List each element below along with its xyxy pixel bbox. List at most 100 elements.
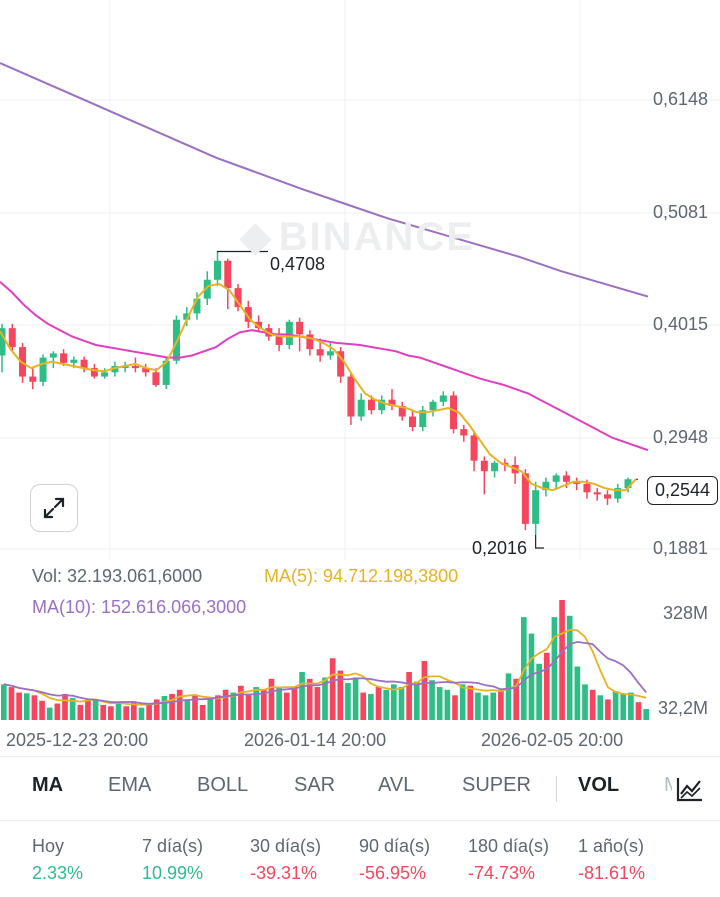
volume-bar [513, 678, 519, 720]
price-tick: 0,2948 [652, 427, 708, 447]
volume-bar [31, 695, 38, 720]
volume-bar [574, 666, 581, 720]
candle-body [70, 359, 78, 363]
candle-body [388, 399, 396, 406]
volume-bar [176, 689, 183, 720]
volume-bar [605, 699, 611, 720]
volume-bar [475, 692, 481, 720]
perf-label: Hoy [32, 836, 65, 856]
low-price-annotation: 0,2016 [472, 538, 528, 558]
candle-body [408, 416, 416, 428]
volume-bar [245, 693, 252, 720]
volume-bar [436, 687, 443, 720]
candle-body [131, 366, 139, 369]
volume-bar [360, 692, 367, 720]
date-tick: 2025-12-23 20:00 [6, 730, 149, 750]
watermark-text: BINANCE [278, 214, 475, 259]
candle-body [306, 334, 314, 350]
volume-bar [490, 692, 497, 720]
volume-bar [23, 693, 30, 720]
candle-body [552, 475, 560, 482]
volume-bar [505, 673, 512, 720]
volume-bar [459, 684, 466, 720]
tab-boll[interactable]: BOLL [197, 774, 249, 796]
candle-body [439, 395, 447, 402]
indicator-settings-icon[interactable] [674, 774, 706, 804]
volume-bar [452, 695, 458, 720]
price-chart[interactable]: ◆ BINANCE 0,6148 0,5081 0,4015 0,2948 0,… [0, 0, 720, 560]
tab-avl[interactable]: AVL [378, 774, 415, 796]
volume-bar [314, 687, 321, 720]
tab-ema[interactable]: EMA [108, 774, 152, 796]
perf-value: 2.33% [32, 863, 84, 883]
volume-bar [582, 684, 588, 720]
perf-today: Hoy 2.33% [32, 836, 83, 884]
candle-body [429, 401, 437, 411]
tab-sar[interactable]: SAR [294, 774, 336, 796]
tab-super[interactable]: SUPER [462, 774, 531, 796]
candle-body [111, 366, 119, 373]
volume-bar [467, 685, 474, 720]
volume-bar [199, 704, 206, 720]
candle-body [603, 494, 611, 499]
volume-bar [589, 689, 596, 720]
perf-label: 180 día(s) [468, 836, 550, 856]
volume-bar [368, 693, 374, 720]
volume-bar [306, 678, 313, 720]
volume-bar [46, 707, 53, 720]
candle-body [532, 490, 540, 524]
candle-body [593, 492, 601, 495]
volume-bar [192, 695, 198, 720]
candlestick-chart[interactable] [0, 0, 720, 560]
candle-body [367, 399, 375, 411]
candle-body [624, 479, 632, 489]
volume-tick: 32,2M [657, 698, 708, 718]
fullscreen-button[interactable] [30, 484, 78, 532]
volume-bars [1, 600, 649, 720]
volume-bar [406, 672, 412, 720]
candle-body [244, 307, 252, 322]
volume-ma5: MA(5): 94.712.198,3800 [264, 566, 459, 586]
volume-chart[interactable] [0, 560, 720, 760]
candle-body [193, 298, 201, 314]
volume-bar [161, 696, 168, 720]
volume-bar [337, 670, 344, 720]
ma-mid-line [0, 281, 649, 452]
tab-more[interactable]: M [664, 774, 672, 797]
volume-bar [299, 672, 305, 720]
volume-bar [559, 600, 565, 720]
candle-body [255, 321, 263, 329]
volume-bar [207, 698, 214, 720]
tab-vol[interactable]: VOL [578, 774, 620, 796]
volume-bar [322, 677, 328, 720]
volume-bar [643, 709, 649, 720]
date-tick: 2026-02-05 20:00 [481, 730, 624, 750]
volume-bar [138, 707, 145, 720]
candle-body [29, 376, 37, 382]
volume-bar [276, 687, 282, 720]
volume-bar [268, 678, 275, 720]
candle-body [398, 405, 406, 417]
perf-value: -39.31% [250, 863, 318, 883]
expand-icon [43, 497, 65, 519]
perf-label: 30 día(s) [250, 836, 322, 856]
volume-bar [123, 706, 129, 720]
volume-bar [521, 617, 527, 720]
perf-label: 7 día(s) [142, 836, 204, 856]
low-leader-line [535, 534, 544, 549]
volume-bar [253, 687, 259, 720]
volume-bar [421, 661, 428, 720]
candle-body [542, 481, 550, 491]
candle-body [101, 372, 109, 377]
perf-label: 90 día(s) [359, 836, 431, 856]
indicator-tabs: MA EMA BOLL SAR AVL SUPER VOL M [0, 774, 720, 804]
volume-bar [383, 689, 389, 720]
candle-body [419, 410, 427, 428]
tab-separator [556, 776, 557, 802]
volume-tick: 328M [662, 603, 708, 623]
volume-bar [635, 702, 642, 720]
tab-ma[interactable]: MA [32, 774, 64, 796]
perf-label: 1 año(s) [578, 836, 645, 856]
candle-body [562, 475, 570, 482]
candle-body [583, 483, 591, 493]
